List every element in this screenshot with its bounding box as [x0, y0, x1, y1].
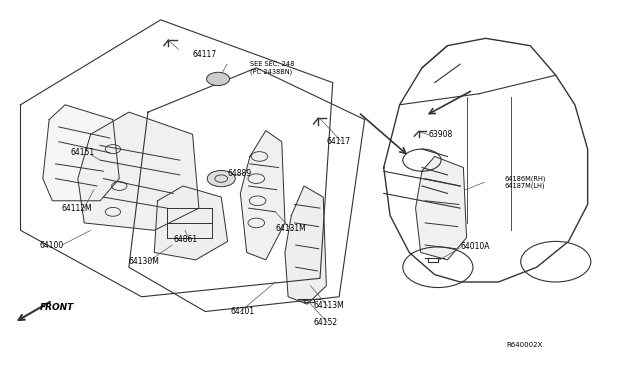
Text: 64151: 64151: [70, 148, 94, 157]
Text: R640002X: R640002X: [507, 342, 543, 348]
Text: 64112M: 64112M: [62, 203, 93, 213]
Text: 64861: 64861: [173, 235, 198, 244]
Text: 64117: 64117: [193, 51, 217, 60]
Circle shape: [207, 170, 236, 187]
Polygon shape: [415, 157, 467, 260]
Text: SEE SEC. 248
(PC 2438BN): SEE SEC. 248 (PC 2438BN): [250, 61, 294, 75]
Circle shape: [207, 72, 230, 86]
Text: 64131M: 64131M: [275, 224, 306, 233]
Text: 64186M(RH)
64187M(LH): 64186M(RH) 64187M(LH): [505, 175, 547, 189]
Text: 64100: 64100: [40, 241, 64, 250]
Polygon shape: [154, 186, 228, 260]
Polygon shape: [43, 105, 119, 201]
Text: 64889: 64889: [228, 169, 252, 177]
Polygon shape: [78, 112, 199, 230]
Polygon shape: [285, 186, 326, 304]
Text: 64117: 64117: [326, 137, 351, 146]
Text: 64130M: 64130M: [129, 257, 160, 266]
Text: 64101: 64101: [231, 307, 255, 316]
Text: 63908: 63908: [428, 130, 452, 139]
Text: 64113M: 64113M: [314, 301, 344, 311]
Text: 64152: 64152: [314, 318, 338, 327]
Polygon shape: [241, 131, 285, 260]
Text: 64010A: 64010A: [460, 243, 490, 251]
Text: FRONT: FRONT: [40, 303, 74, 312]
